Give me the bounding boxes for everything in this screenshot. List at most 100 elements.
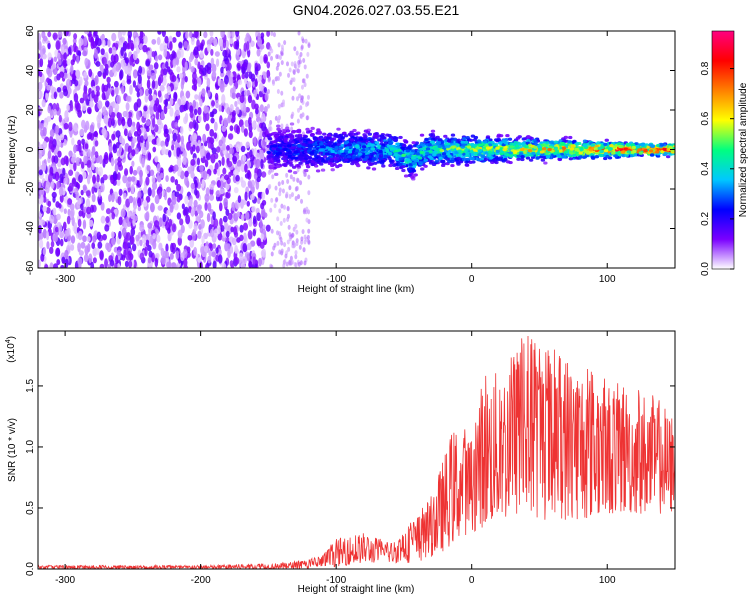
spectrogram-cell xyxy=(180,126,184,135)
spectrogram-cell xyxy=(39,204,44,214)
spectrogram-cell xyxy=(218,139,223,147)
spectrogram-cell xyxy=(105,208,112,215)
spectrogram-cell xyxy=(126,43,130,50)
spectrogram-cell xyxy=(164,35,169,44)
spectrogram-cell xyxy=(237,195,242,203)
spectrogram-cell xyxy=(81,171,87,180)
spectrogram-cell xyxy=(169,97,174,106)
spectrogram-cell xyxy=(266,31,271,37)
spectrogram-cell xyxy=(89,124,95,134)
spectrogram-cell xyxy=(116,263,121,268)
spectrogram-cell xyxy=(194,188,198,196)
spectrogram-cell xyxy=(74,79,79,87)
spectrogram-cell xyxy=(99,263,105,268)
spectrogram-cell xyxy=(290,259,294,265)
figure-title: GN04.2026.027.03.55.E21 xyxy=(293,2,460,18)
spectrogram-cell xyxy=(85,198,91,209)
spectrogram-cell xyxy=(144,94,149,103)
spectrogram-cell xyxy=(156,36,161,46)
spectrogram-cell xyxy=(147,187,152,197)
spectrogram-cell xyxy=(96,174,100,183)
spectrogram-cell xyxy=(139,224,145,232)
spectrogram-cell xyxy=(184,61,188,72)
spectrogram-cell xyxy=(157,90,162,98)
spectrogram-cell xyxy=(447,159,452,164)
spectrogram-cell xyxy=(71,137,75,146)
spectrogram-cell xyxy=(215,100,219,109)
spectrogram-cell xyxy=(304,38,308,44)
spectrogram-cell xyxy=(293,242,297,248)
spectrogram-cell xyxy=(88,169,93,179)
spectrogram-cell xyxy=(305,165,311,169)
spectrogram-cell xyxy=(186,141,191,151)
spectrogram-cell xyxy=(210,57,215,66)
spectrogram-cell xyxy=(165,61,169,69)
spectrogram-cell xyxy=(298,244,302,250)
spectrogram-cell xyxy=(381,148,387,152)
spectrogram-cell xyxy=(244,89,248,97)
spectrogram-cell xyxy=(239,234,244,242)
spectrogram-cell xyxy=(299,114,303,120)
spectrogram-cell xyxy=(57,150,62,158)
spectrogram-cell xyxy=(358,158,363,162)
spectrogram-cell xyxy=(206,43,211,53)
spectrogram-cell xyxy=(156,234,161,243)
spectrogram-cell xyxy=(56,247,61,256)
spectrogram-cell xyxy=(341,158,346,162)
spectrogram-cell xyxy=(62,72,69,79)
spectrogram-cell xyxy=(39,122,44,130)
spectrogram-cell xyxy=(157,54,163,61)
spectrogram-cell xyxy=(294,223,298,229)
spectrogram-cell xyxy=(254,78,258,87)
spectrogram-cell xyxy=(289,174,293,180)
spectrogram-cell xyxy=(63,177,68,185)
spectrogram-cell xyxy=(496,137,501,142)
spectrogram-cell xyxy=(46,84,52,91)
spectrogram-cell xyxy=(582,155,588,159)
spectrogram-cell xyxy=(136,128,142,136)
spectrogram-cell xyxy=(377,138,382,142)
spectrogram-cell xyxy=(296,128,302,132)
spectrogram-cell xyxy=(185,214,191,225)
spectrogram-cell xyxy=(246,200,250,207)
spectrogram-cell xyxy=(104,224,110,232)
spectrogram-cell xyxy=(151,138,157,145)
spectrogram-cell xyxy=(267,76,271,82)
spectrogram-cell xyxy=(84,57,89,67)
spectrogram-cell xyxy=(223,117,228,128)
spectrogram-cell xyxy=(236,160,241,167)
spectrogram-cell xyxy=(301,229,305,235)
spectrogram-cell xyxy=(289,255,293,261)
spectrogram-cell xyxy=(213,218,219,229)
spectrogram-cell xyxy=(74,100,80,110)
spectrogram-cell xyxy=(276,88,280,94)
spectrogram-cell xyxy=(295,229,299,235)
spectrogram-cell xyxy=(175,57,180,66)
spectrogram-cell xyxy=(47,150,52,160)
spectrogram-cell xyxy=(300,198,304,204)
spectrogram-cell xyxy=(113,246,119,253)
spectrogram-cell xyxy=(42,195,47,203)
spectrogram-cell xyxy=(95,60,101,67)
spectrogram-cell xyxy=(125,95,131,102)
spectrogram-cell xyxy=(297,31,301,36)
spectrogram-cell xyxy=(38,159,41,169)
spectrogram-cell xyxy=(379,156,384,160)
spectrogram-cell xyxy=(52,207,57,216)
spectrogram-cell xyxy=(470,134,476,138)
spectrogram-cell xyxy=(227,31,231,39)
spectrogram-cell xyxy=(160,111,165,120)
spectrogram-cell xyxy=(225,230,230,238)
spectrogram-cell xyxy=(199,98,203,107)
spectrogram-cell xyxy=(49,214,55,224)
spectrogram-cell xyxy=(172,132,178,142)
spectrogram-cell xyxy=(83,155,88,165)
spectrogram-cell xyxy=(125,181,131,188)
spectrogram-cell xyxy=(193,222,198,232)
spectrogram-cell xyxy=(119,135,124,144)
spectrogram-cell xyxy=(70,208,75,218)
spectrogram-cell xyxy=(94,151,99,159)
spectrogram-cell xyxy=(143,35,148,45)
spectrogram-cell xyxy=(196,157,201,166)
spectrogram-cell xyxy=(226,243,231,251)
